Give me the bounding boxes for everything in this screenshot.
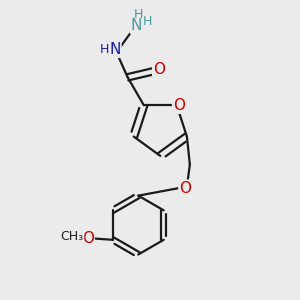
Text: CH₃: CH₃ xyxy=(61,230,84,243)
Text: O: O xyxy=(82,231,94,246)
Text: O: O xyxy=(179,181,191,196)
Text: O: O xyxy=(173,98,185,113)
Text: O: O xyxy=(153,61,165,76)
Text: N: N xyxy=(109,42,120,57)
Text: H: H xyxy=(143,15,152,28)
Text: H: H xyxy=(134,8,143,20)
Text: N: N xyxy=(131,18,142,33)
Text: H: H xyxy=(100,43,110,56)
